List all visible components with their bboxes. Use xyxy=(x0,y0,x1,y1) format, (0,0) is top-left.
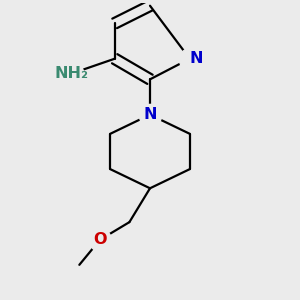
Text: N: N xyxy=(143,107,157,122)
Text: N: N xyxy=(190,51,203,66)
Text: NH₂: NH₂ xyxy=(55,66,89,81)
Text: O: O xyxy=(93,232,107,247)
